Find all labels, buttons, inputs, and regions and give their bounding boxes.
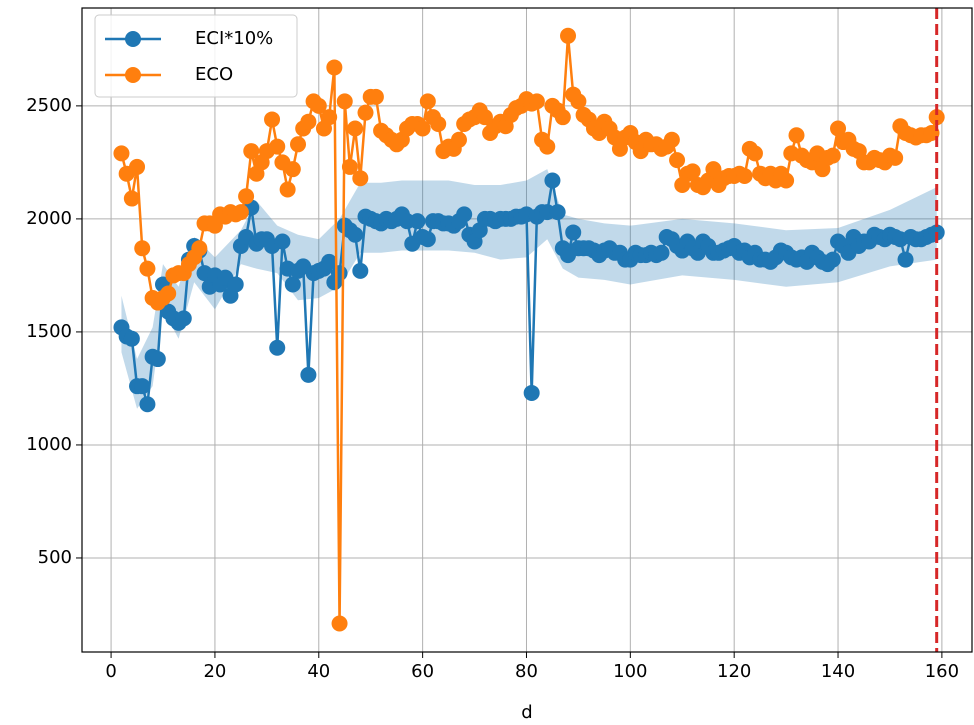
y-tick-label: 2500 (26, 95, 72, 116)
marker (264, 111, 281, 128)
axes-frame (81, 7, 973, 653)
marker (565, 224, 582, 241)
marker (928, 109, 945, 126)
marker (824, 147, 841, 164)
marker (554, 109, 571, 126)
plot-area (113, 27, 945, 632)
marker (227, 276, 244, 293)
legend-label: ECO (195, 64, 233, 85)
x-tick-label: 40 (307, 661, 330, 682)
marker (290, 136, 307, 153)
marker (367, 88, 384, 105)
marker (123, 190, 140, 207)
marker (539, 138, 556, 155)
marker (887, 149, 904, 166)
marker (139, 260, 156, 277)
x-tick-label: 80 (515, 661, 538, 682)
marker (175, 310, 192, 327)
legend-marker (125, 67, 141, 83)
marker (274, 233, 291, 250)
legend-marker (125, 31, 141, 47)
marker (300, 366, 317, 383)
marker (684, 163, 701, 180)
marker (347, 120, 364, 137)
y-tick-label: 1500 (26, 321, 72, 342)
marker (560, 27, 577, 44)
marker (326, 59, 343, 76)
marker (357, 104, 374, 121)
marker (830, 120, 847, 137)
marker (705, 161, 722, 178)
marker (123, 330, 140, 347)
marker (409, 213, 426, 230)
y-tick-label: 2000 (26, 208, 72, 229)
legend-box (94, 14, 298, 98)
marker (129, 158, 146, 175)
y-tick-label: 1000 (26, 434, 72, 455)
marker (736, 167, 753, 184)
marker (321, 253, 338, 270)
marker (746, 145, 763, 162)
marker (897, 251, 914, 268)
marker (788, 127, 805, 144)
x-tick-label: 0 (105, 661, 116, 682)
marker (341, 158, 358, 175)
marker (134, 240, 151, 257)
marker (669, 152, 686, 169)
x-tick-label: 20 (203, 661, 226, 682)
marker (331, 265, 348, 282)
x-tick-label: 120 (717, 661, 751, 682)
marker (310, 97, 327, 114)
x-tick-label: 160 (925, 661, 959, 682)
marker (284, 161, 301, 178)
marker (336, 93, 353, 110)
marker (544, 172, 561, 189)
x-axis-label: d (521, 702, 532, 723)
marker (232, 204, 249, 221)
x-tick-label: 60 (411, 661, 434, 682)
marker (134, 378, 151, 395)
marker (778, 172, 795, 189)
x-tick-label: 100 (613, 661, 647, 682)
marker (160, 285, 177, 302)
marker (238, 188, 255, 205)
marker (414, 120, 431, 137)
marker (139, 396, 156, 413)
marker (450, 131, 467, 148)
marker (352, 262, 369, 279)
marker (824, 251, 841, 268)
marker (149, 351, 166, 368)
marker (352, 170, 369, 187)
marker (419, 93, 436, 110)
marker (269, 138, 286, 155)
marker (269, 339, 286, 356)
marker (528, 93, 545, 110)
marker (191, 240, 208, 257)
marker (284, 276, 301, 293)
marker (331, 615, 348, 632)
x-tick-label: 140 (821, 661, 855, 682)
marker (653, 244, 670, 261)
legend-label: ECI*10% (195, 28, 273, 49)
confidence-band (121, 169, 937, 409)
marker (570, 93, 587, 110)
y-tick-label: 500 (38, 547, 72, 568)
marker (300, 113, 317, 130)
marker (456, 206, 473, 223)
marker (476, 109, 493, 126)
marker (523, 384, 540, 401)
marker (430, 115, 447, 132)
marker (321, 109, 338, 126)
marker (419, 231, 436, 248)
marker (549, 204, 566, 221)
marker (279, 181, 296, 198)
marker (347, 226, 364, 243)
marker (663, 131, 680, 148)
marker (243, 143, 260, 160)
marker (113, 145, 130, 162)
